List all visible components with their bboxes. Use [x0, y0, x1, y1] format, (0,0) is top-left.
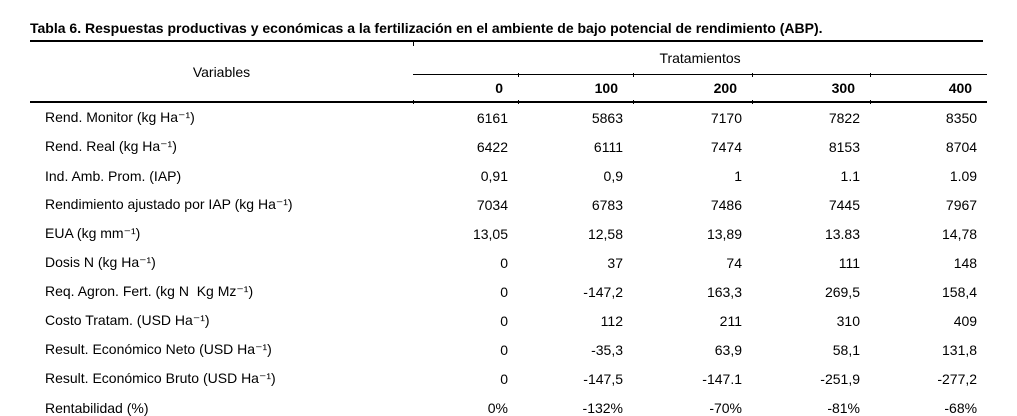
cell-value: -147,2: [583, 283, 623, 300]
results-table: Variables Tratamientos 0 100 200 300 400…: [30, 42, 988, 416]
cell-value: 12,58: [587, 225, 623, 242]
cell-value: 310: [836, 312, 860, 329]
table-row: Req. Agron. Fert. (kg N Kg Mz⁻¹) 0 -147,…: [30, 277, 987, 306]
column-boundary-tick: [413, 100, 414, 104]
cell-value: 0%: [413, 393, 518, 416]
cell-value: 13,89: [706, 225, 742, 242]
cell-value: 8350: [945, 109, 978, 126]
cell-value: 7822: [828, 109, 860, 126]
cell-value: 6161: [476, 109, 508, 126]
treatment-level-100: 100: [518, 74, 633, 103]
cell-value: 269,5: [824, 283, 860, 300]
table-row: Ind. Amb. Prom. (IAP) 0,91 0,9 1 1.1 1.0…: [30, 161, 987, 190]
table-row: Rendimiento ajustado por IAP (kg Ha⁻¹) 7…: [30, 190, 987, 219]
table-caption: Tabla 6. Respuestas productivas y económ…: [30, 20, 983, 42]
row-label: Rendimiento ajustado por IAP (kg Ha⁻¹): [45, 196, 293, 212]
column-boundary-tick: [518, 100, 519, 104]
cell-value: 131,8: [942, 341, 978, 358]
treatment-level-300: 300: [752, 74, 870, 103]
cell-value: 7474: [710, 138, 742, 155]
row-label: Result. Económico Bruto (USD Ha⁻¹): [45, 370, 276, 386]
cell-value: -132%: [518, 393, 633, 416]
cell-value: -35,3: [591, 341, 623, 358]
cell-value: 7170: [710, 109, 742, 126]
cell-value: 1.09: [949, 167, 978, 184]
cell-value: 0,91: [480, 167, 508, 184]
cell-value: 1.1: [840, 167, 860, 184]
column-boundary-tick: [752, 100, 753, 104]
cell-value: 148: [953, 254, 978, 271]
cell-value: 7034: [476, 196, 508, 213]
cell-value: 13,05: [472, 225, 508, 242]
row-label: Req. Agron. Fert. (kg N Kg Mz⁻¹): [45, 283, 254, 299]
cell-value: -70%: [633, 393, 752, 416]
cell-value: 0: [500, 370, 508, 387]
cell-value: 163,3: [706, 283, 742, 300]
header-row-levels: 0 100 200 300 400: [30, 74, 988, 103]
cell-value: 112: [600, 312, 623, 329]
column-boundary-tick: [870, 100, 871, 104]
cell-value: 6111: [593, 138, 623, 155]
cell-value: 13.83: [824, 225, 860, 242]
cell-value: 14,78: [942, 225, 978, 242]
cell-value: -277,2: [937, 370, 978, 387]
cell-value: 8153: [828, 138, 860, 155]
treatment-level-200: 200: [633, 74, 752, 103]
cell-value: 7445: [828, 196, 860, 213]
table-row: Dosis N (kg Ha⁻¹) 0 37 74 111 148: [30, 248, 987, 277]
row-label: Rend. Real (kg Ha⁻¹): [45, 138, 177, 154]
cell-value: -81%: [752, 393, 870, 416]
cell-value: 7486: [710, 196, 742, 213]
cell-value: 7967: [945, 196, 978, 213]
cell-value: 0: [500, 341, 508, 358]
table-row: Result. Económico Neto (USD Ha⁻¹) 0 -35,…: [30, 335, 987, 364]
row-label: Ind. Amb. Prom. (IAP): [45, 167, 182, 184]
treatment-level-0: 0: [413, 74, 518, 103]
cell-value: 0,9: [603, 167, 623, 184]
row-label: Rentabilidad (%): [30, 393, 413, 416]
row-label: Rend. Monitor (kg Ha⁻¹): [45, 109, 195, 125]
table-row: Rend. Monitor (kg Ha⁻¹) 6161 5863 7170 7…: [30, 102, 987, 132]
table-row: Rentabilidad (%) 0% -132% -70% -81% -68%: [30, 393, 988, 416]
cell-value: 74: [726, 254, 742, 271]
table-row: Rend. Real (kg Ha⁻¹) 6422 6111 7474 8153…: [30, 132, 987, 161]
variables-header: Variables: [30, 42, 413, 103]
cell-value: 158,4: [942, 283, 978, 300]
row-label: Result. Económico Neto (USD Ha⁻¹): [45, 341, 272, 357]
cell-value: 37: [607, 254, 623, 271]
cell-value: 211: [719, 312, 742, 329]
cell-value: -147,5: [583, 370, 623, 387]
table-row: Result. Económico Bruto (USD Ha⁻¹) 0 -14…: [30, 364, 987, 393]
cell-value: 63,9: [714, 341, 742, 358]
cell-value: -68%: [870, 393, 988, 416]
cell-value: 58,1: [832, 341, 860, 358]
column-boundary-tick: [633, 100, 634, 104]
cell-value: 6422: [476, 138, 508, 155]
table-row: Costo Tratam. (USD Ha⁻¹) 0 112 211 310 4…: [30, 306, 987, 335]
treatment-level-400: 400: [870, 74, 988, 103]
cell-value: 111: [838, 254, 860, 271]
cell-value: -251,9: [820, 370, 860, 387]
cell-value: 6783: [591, 196, 623, 213]
cell-value: 0: [500, 254, 508, 271]
row-label: EUA (kg mm⁻¹): [45, 225, 141, 241]
cell-value: 0: [500, 312, 508, 329]
cell-value: -147.1: [702, 370, 742, 387]
cell-value: 1: [734, 167, 742, 184]
header-row-top: Variables Tratamientos: [30, 42, 988, 103]
treatments-header: Tratamientos: [413, 42, 988, 75]
cell-value: 8704: [945, 138, 978, 155]
table-row: EUA (kg mm⁻¹) 13,05 12,58 13,89 13.83 14…: [30, 219, 987, 248]
row-label: Dosis N (kg Ha⁻¹): [45, 254, 156, 270]
cell-value: 0: [500, 283, 508, 300]
cell-value: 5863: [591, 109, 623, 126]
row-label: Costo Tratam. (USD Ha⁻¹): [45, 312, 210, 328]
cell-value: 409: [953, 312, 978, 329]
